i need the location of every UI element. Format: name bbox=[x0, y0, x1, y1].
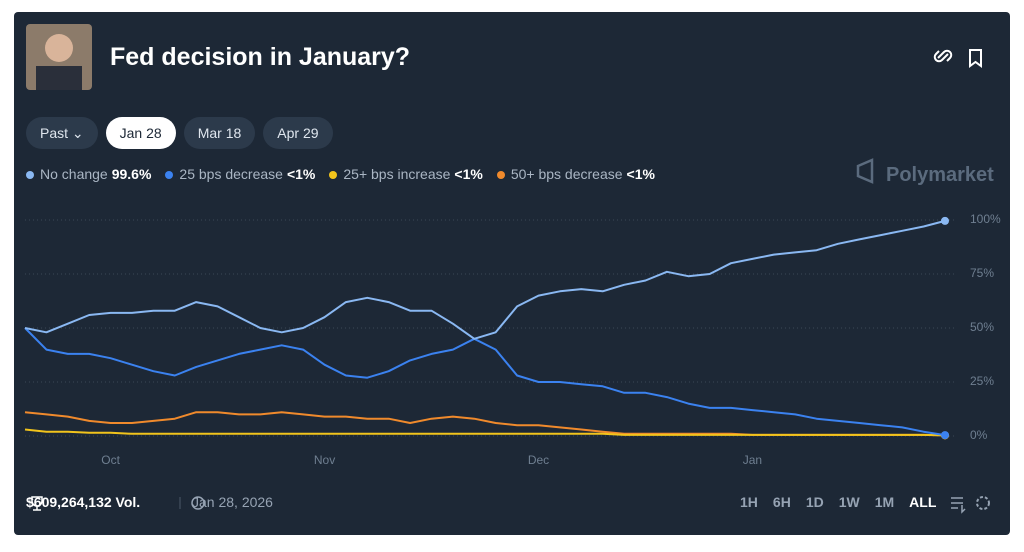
legend: No change 99.6% 25 bps decrease <1% 25+ bps … bbox=[26, 166, 655, 182]
title: Fed decision in January? bbox=[110, 43, 411, 71]
legend-value: <1% bbox=[454, 166, 483, 182]
y-tick-label: 50% bbox=[970, 320, 994, 334]
range-button[interactable]: 1W bbox=[838, 494, 860, 510]
series-line bbox=[24, 219, 946, 340]
legend-label: No change bbox=[40, 166, 108, 182]
range-button[interactable]: 1H bbox=[740, 494, 758, 510]
legend-entry: No change 99.6% bbox=[26, 166, 151, 182]
legend-entry: 50+ bps decrease <1% bbox=[496, 166, 655, 182]
end-point bbox=[941, 216, 949, 225]
brand-logo bbox=[856, 158, 874, 184]
tab[interactable]: Apr 29 bbox=[263, 117, 333, 149]
market-image-suit bbox=[36, 66, 82, 90]
legend-dot bbox=[165, 171, 174, 179]
range-button[interactable]: 1D bbox=[805, 494, 824, 510]
end-date: Jan 28, 2026 bbox=[192, 494, 273, 510]
series-line bbox=[24, 327, 946, 437]
tab[interactable]: Jan 28 bbox=[105, 117, 176, 149]
legend-label: 50+ bps decrease bbox=[510, 166, 623, 182]
legend-entry: 25 bps decrease <1% bbox=[165, 166, 315, 182]
legend-value: <1% bbox=[626, 166, 655, 182]
legend-label: 25+ bps increase bbox=[343, 166, 451, 182]
range-button[interactable]: 1M bbox=[874, 494, 895, 510]
range-buttons: 1H 6H 1D 1W 1M ALL bbox=[740, 494, 936, 510]
legend-dot bbox=[496, 171, 505, 179]
x-tick-label: Dec bbox=[528, 453, 549, 467]
brand: Polymarket bbox=[886, 164, 994, 186]
settings-icon[interactable] bbox=[976, 496, 990, 510]
x-tick-label: Jan bbox=[743, 453, 762, 467]
bookmark-icon[interactable] bbox=[969, 49, 982, 68]
y-tick-label: 25% bbox=[970, 374, 994, 388]
volume: $609,264,132 Vol. bbox=[26, 494, 141, 510]
series-line bbox=[24, 411, 946, 437]
legend-value: 99.6% bbox=[111, 166, 152, 182]
range-button[interactable]: ALL bbox=[909, 494, 937, 510]
end-point bbox=[941, 431, 949, 440]
tabs: Past ⌄ Jan 28 Mar 18 Apr 29 bbox=[26, 117, 333, 149]
y-tick-label: 75% bbox=[970, 266, 994, 280]
clock-icon bbox=[191, 496, 205, 510]
series-line bbox=[24, 428, 946, 437]
range-button[interactable]: 6H bbox=[772, 494, 791, 510]
tab[interactable]: Past ⌄ bbox=[26, 117, 98, 149]
y-tick-label: 100% bbox=[970, 212, 1001, 226]
sort-icon[interactable] bbox=[951, 497, 966, 514]
legend-dot bbox=[329, 171, 338, 179]
trophy-icon bbox=[31, 496, 43, 511]
x-tick-label: Nov bbox=[314, 453, 335, 467]
legend-entry: 25+ bps increase <1% bbox=[329, 166, 483, 182]
legend-label: 25 bps decrease bbox=[179, 166, 283, 182]
link-icon[interactable] bbox=[933, 49, 953, 63]
market-card bbox=[14, 12, 1010, 535]
y-tick-label: 0% bbox=[970, 428, 988, 442]
legend-dot bbox=[26, 171, 34, 179]
market-image-face bbox=[45, 34, 73, 62]
tab[interactable]: Mar 18 bbox=[183, 117, 256, 149]
x-tick-label: Oct bbox=[101, 453, 120, 467]
legend-value: <1% bbox=[286, 166, 316, 182]
